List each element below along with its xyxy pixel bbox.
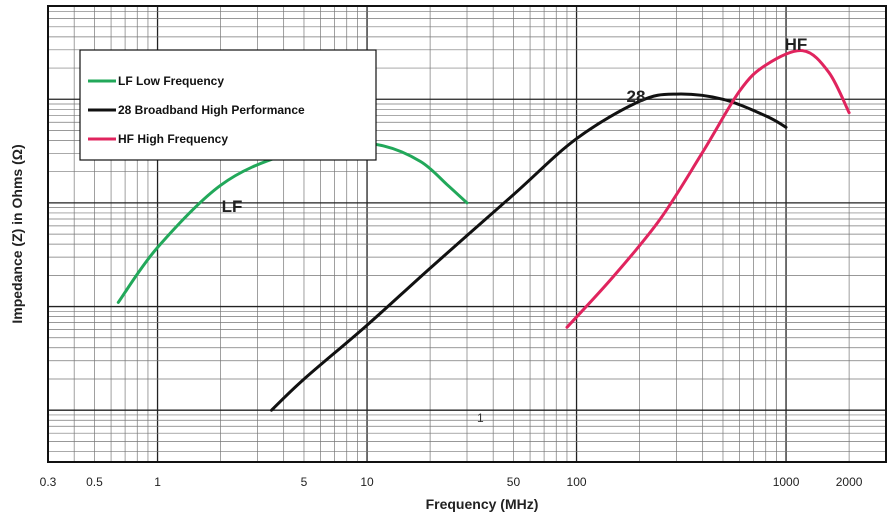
y-axis-title: Impedance (Z) in Ohms (Ω) xyxy=(9,144,25,323)
annotations: 1 xyxy=(477,411,484,425)
x-axis-title: Frequency (MHz) xyxy=(426,496,539,512)
x-tick-label: 100 xyxy=(567,475,587,489)
curve-labels: LF 28 HF xyxy=(222,35,808,216)
series-line-28 xyxy=(270,92,788,412)
annotation-label: 1 xyxy=(477,411,484,425)
legend-entry: HF High Frequency xyxy=(118,132,228,146)
series-line-lf xyxy=(116,141,469,304)
legend-entry: 28 Broadband High Performance xyxy=(118,103,305,117)
legend: LF Low Frequency 28 Broadband High Perfor… xyxy=(79,49,377,161)
curve-label-lf: LF xyxy=(222,197,243,216)
series-line-hf xyxy=(565,49,851,329)
x-tick-label: 5 xyxy=(301,475,308,489)
x-tick-label: 0.5 xyxy=(86,475,103,489)
curve-label-hf: HF xyxy=(785,35,808,54)
curve-label-28: 28 xyxy=(627,87,646,106)
legend-entry: LF Low Frequency xyxy=(118,74,224,88)
x-tick-label: 0.3 xyxy=(40,475,57,489)
x-tick-labels: 0.3 0.5 1 5 10 50 100 1000 2000 xyxy=(40,475,863,489)
x-tick-label: 50 xyxy=(507,475,521,489)
x-tick-label: 1 xyxy=(154,475,161,489)
plot-frame xyxy=(47,5,887,463)
x-tick-label: 10 xyxy=(360,475,374,489)
x-tick-label: 1000 xyxy=(773,475,800,489)
legend-box xyxy=(79,49,377,161)
x-tick-label: 2000 xyxy=(836,475,863,489)
